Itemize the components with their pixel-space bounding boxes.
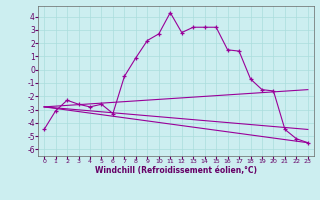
X-axis label: Windchill (Refroidissement éolien,°C): Windchill (Refroidissement éolien,°C) [95, 166, 257, 175]
